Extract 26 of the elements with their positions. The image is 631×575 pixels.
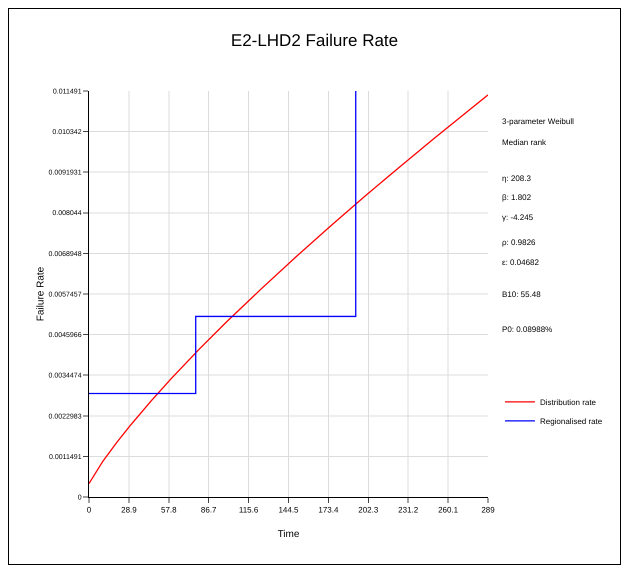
- x-axis-title: Time: [278, 529, 300, 540]
- x-tick-label: 28.9: [121, 506, 138, 515]
- x-tick-label: 173.4: [318, 506, 339, 515]
- x-tick-label: 0: [86, 506, 92, 515]
- text: P0: 0.08988%: [502, 325, 552, 334]
- x-tick-label: 289: [481, 506, 496, 515]
- text: 3-parameter Weibull: [502, 117, 574, 126]
- x-tick-label: 231.2: [398, 506, 419, 515]
- text: ρ: 0.9826: [502, 238, 536, 247]
- chart-title: E2-LHD2 Failure Rate: [230, 30, 398, 50]
- legend-label: Distribution rate: [540, 398, 597, 407]
- x-tick-label: 260.1: [438, 506, 459, 515]
- line-series: [89, 94, 488, 484]
- x-tick-label: 144.5: [278, 506, 300, 515]
- text: Median rank: [502, 138, 548, 147]
- text: β: 1.802: [502, 193, 532, 202]
- text: B10: 55.48: [502, 290, 542, 299]
- text: η: 208.3: [502, 174, 532, 183]
- text: ε: 0.04682: [502, 258, 540, 267]
- x-tick-label: 115.6: [238, 506, 259, 515]
- text: γ: -4.245: [502, 213, 534, 222]
- x-tick-label: 86.7: [200, 506, 218, 515]
- y-axis-title: Failure Rate: [36, 266, 47, 322]
- x-tick-label: 57.8: [161, 506, 178, 515]
- x-tick-label: 202.3: [358, 506, 379, 515]
- legend-label: Regionalised rate: [540, 417, 603, 426]
